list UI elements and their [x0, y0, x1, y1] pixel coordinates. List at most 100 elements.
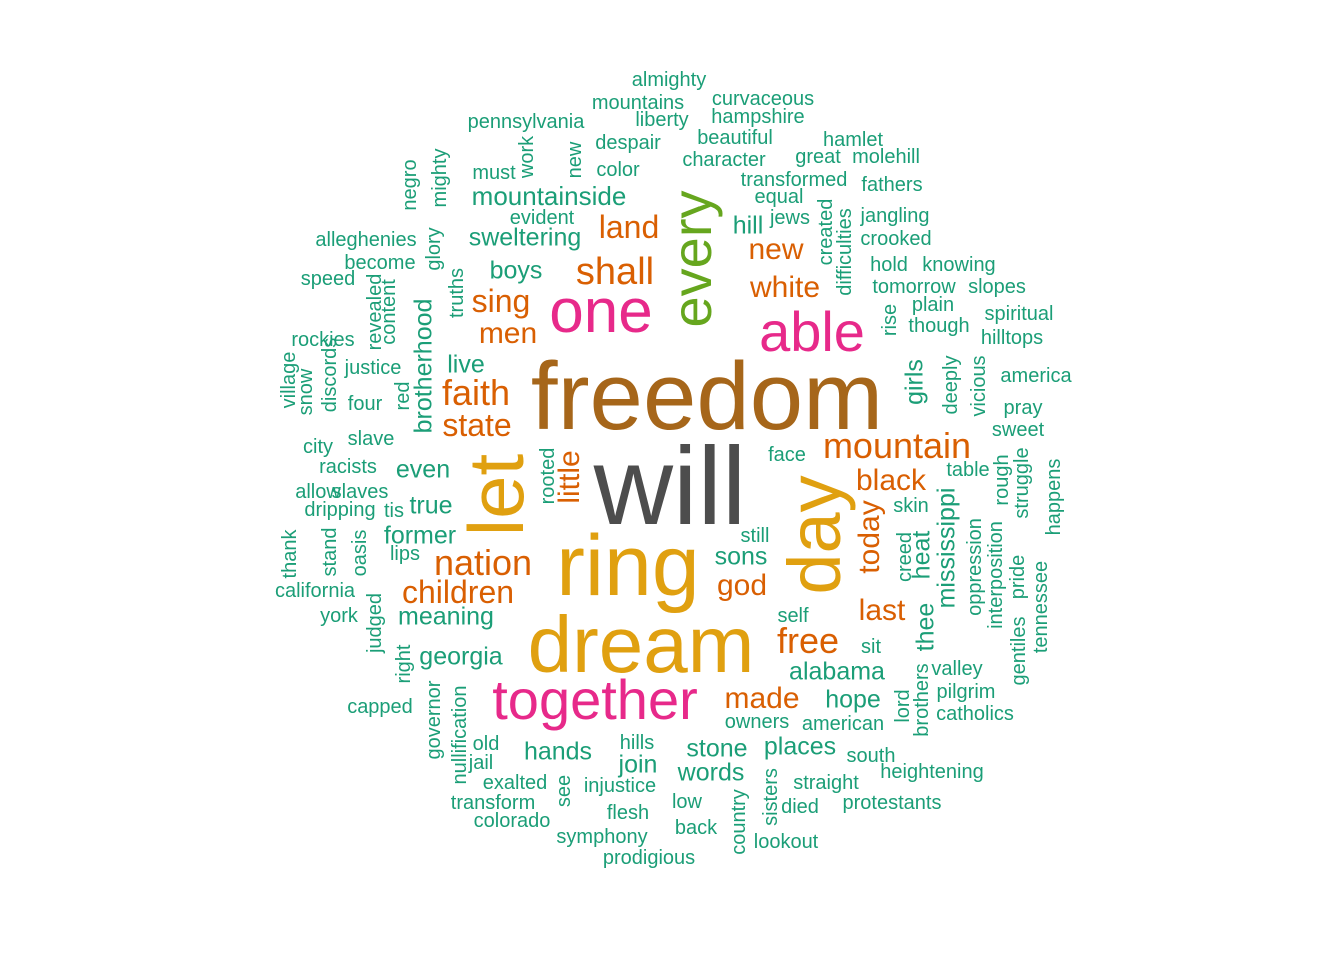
word-last: last	[858, 594, 906, 627]
word-evident: evident	[509, 207, 575, 229]
word-transformed: transformed	[740, 169, 848, 191]
word-york: york	[320, 605, 358, 627]
word-little: little	[553, 450, 586, 504]
word-crooked: crooked	[860, 228, 932, 250]
word-pilgrim: pilgrim	[936, 681, 996, 703]
word-struggle: struggle	[1011, 447, 1033, 519]
word-tennessee: tennessee	[1030, 560, 1052, 654]
word-made: made	[724, 682, 800, 715]
word-free: free	[776, 620, 840, 661]
word-sons: sons	[714, 542, 768, 571]
word-speed: speed	[300, 268, 356, 290]
word-face: face	[768, 444, 806, 466]
word-still: still	[740, 525, 770, 547]
word-injustice: injustice	[583, 775, 657, 797]
word-oppression: oppression	[964, 518, 986, 616]
word-died: died	[781, 796, 819, 818]
word-words: words	[677, 758, 745, 787]
word-california: california	[274, 580, 356, 602]
word-allow: allow	[295, 481, 341, 503]
word-black: black	[855, 464, 927, 497]
word-former: former	[383, 521, 457, 550]
word-see: see	[553, 774, 575, 808]
word-even: even	[395, 455, 451, 484]
word-prodigious: prodigious	[602, 847, 696, 869]
word-nation: nation	[433, 542, 533, 583]
word-great: great	[795, 146, 841, 168]
word-sing: sing	[471, 283, 531, 319]
word-owners: owners	[724, 711, 790, 733]
word-hands: hands	[523, 737, 593, 766]
word-mississippi: mississippi	[932, 487, 961, 609]
word-back: back	[674, 817, 718, 839]
word-curvaceous: curvaceous	[711, 88, 815, 110]
word-nullification: nullification	[449, 685, 471, 785]
word-transform: transform	[450, 792, 536, 814]
word-liberty: liberty	[635, 109, 689, 131]
word-dream: dream	[527, 600, 755, 689]
word-sweet: sweet	[991, 419, 1045, 441]
word-skin: skin	[893, 495, 929, 517]
word-hope: hope	[825, 685, 881, 714]
word-flesh: flesh	[606, 802, 650, 824]
word-god: god	[716, 569, 768, 602]
word-tomorrow: tomorrow	[872, 276, 956, 298]
word-though: though	[908, 315, 970, 337]
word-state: state	[442, 407, 512, 443]
word-knowing: knowing	[922, 254, 996, 276]
word-city: city	[303, 436, 333, 458]
word-created: created	[815, 198, 837, 266]
word-rockies: rockies	[291, 329, 355, 351]
word-plain: plain	[911, 294, 955, 316]
word-almighty: almighty	[631, 69, 707, 91]
word-sweltering: sweltering	[468, 223, 582, 252]
word-men: men	[478, 317, 538, 350]
word-character: character	[682, 149, 766, 171]
word-brothers: brothers	[911, 663, 933, 737]
word-join: join	[618, 750, 658, 779]
word-deeply: deeply	[940, 355, 962, 415]
word-today: today	[853, 500, 886, 574]
word-difficulties: difficulties	[834, 208, 856, 296]
word-judged: judged	[364, 592, 386, 654]
word-sit: sit	[861, 636, 881, 658]
word-tis: tis	[384, 500, 404, 522]
word-old: old	[472, 733, 500, 755]
word-country: country	[728, 789, 750, 855]
word-day: day	[773, 475, 856, 595]
word-exalted: exalted	[482, 772, 548, 794]
word-spiritual: spiritual	[984, 303, 1054, 325]
word-jail: jail	[468, 752, 494, 774]
word-happens: happens	[1043, 458, 1065, 536]
word-girls: girls	[900, 359, 929, 405]
word-interposition: interposition	[985, 521, 1007, 629]
word-live: live	[447, 350, 485, 379]
word-stand: stand	[319, 527, 341, 577]
word-color: color	[596, 159, 640, 181]
word-vicious: vicious	[968, 355, 990, 417]
word-hampshire: hampshire	[711, 106, 805, 128]
word-sisters: sisters	[760, 768, 782, 826]
word-white: white	[749, 271, 821, 304]
word-will: will	[593, 425, 747, 548]
word-ring: ring	[556, 518, 700, 614]
word-able: able	[759, 300, 865, 363]
word-true: true	[409, 491, 453, 520]
word-valley: valley	[931, 658, 983, 680]
word-fathers: fathers	[861, 174, 923, 196]
word-every: every	[660, 190, 723, 328]
word-mountainside: mountainside	[471, 181, 627, 211]
word-hold: hold	[870, 254, 908, 276]
word-straight: straight	[793, 772, 859, 794]
word-hilltops: hilltops	[980, 327, 1044, 349]
word-table: table	[946, 459, 990, 481]
word-georgia: georgia	[419, 642, 503, 671]
word-creed: creed	[894, 531, 916, 583]
word-hills: hills	[619, 732, 655, 754]
word-shall: shall	[575, 251, 655, 293]
word-slave: slave	[347, 428, 395, 450]
word-protestants: protestants	[842, 792, 942, 814]
word-freedom: freedom	[530, 343, 884, 450]
word-thank: thank	[279, 529, 301, 579]
word-lookout: lookout	[753, 831, 819, 853]
